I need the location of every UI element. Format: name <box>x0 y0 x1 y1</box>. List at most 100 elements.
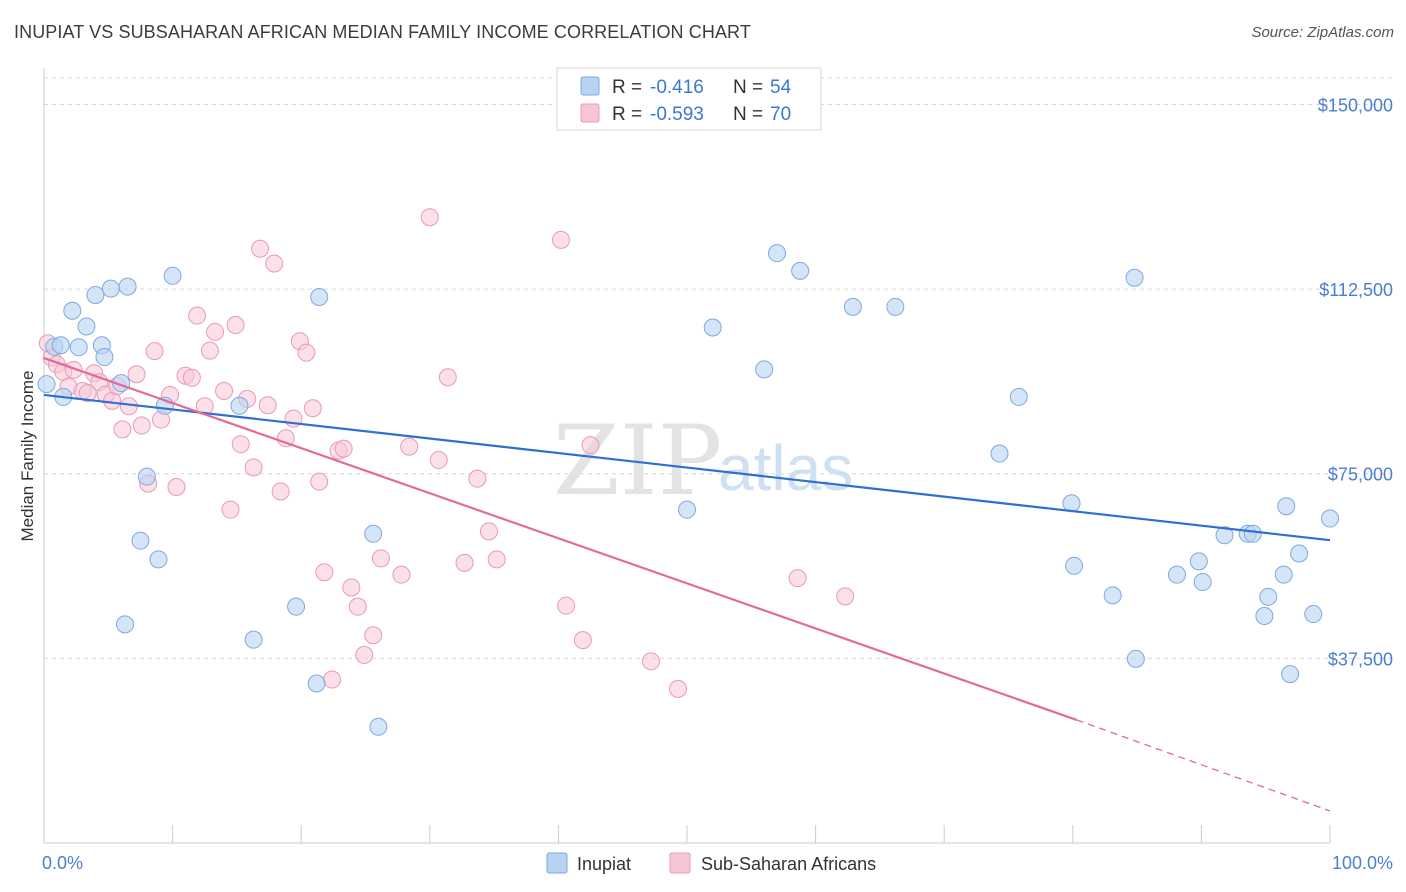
inupiat-point <box>1304 605 1323 624</box>
inupiat-point <box>244 630 263 649</box>
subsaharan-point <box>78 383 97 402</box>
inupiat-point <box>703 318 722 337</box>
y-tick-label: $150,000 <box>1318 95 1393 115</box>
x-tick-labels: 0.0% 100.0% <box>42 853 1393 873</box>
inupiat-point <box>230 396 249 415</box>
subsaharan-point <box>215 382 234 401</box>
inupiat-point <box>69 338 88 357</box>
subsaharan-point <box>315 563 334 582</box>
inupiat-point <box>63 301 82 320</box>
legend-subsaharan-r-label: R = <box>612 104 642 125</box>
x-tick-label-max: 100.0% <box>1332 853 1393 873</box>
subsaharan-trend-line <box>43 356 1078 721</box>
subsaharan-trend-extension <box>1076 719 1331 812</box>
legend-inupiat-n-label: N = <box>733 77 763 98</box>
inupiat-point <box>1321 509 1339 528</box>
subsaharan-point <box>429 450 448 469</box>
legend-frame <box>556 67 822 131</box>
inupiat-point <box>307 674 326 693</box>
inupiat-point <box>37 375 56 394</box>
inupiat-point <box>1290 544 1309 563</box>
inupiat-point <box>101 279 120 298</box>
subsaharan-point <box>355 645 374 664</box>
y-tick-label: $112,500 <box>1319 280 1393 300</box>
subsaharan-point <box>364 626 383 645</box>
inupiat-point <box>95 348 114 367</box>
inupiat-point <box>768 244 787 263</box>
inupiat-point <box>1259 587 1278 606</box>
subsaharan-point <box>182 368 201 387</box>
inupiat-point <box>1167 565 1186 584</box>
subsaharan-point <box>226 316 245 335</box>
inupiat-point <box>1103 586 1122 605</box>
inupiat-point <box>116 615 135 634</box>
grid <box>44 77 1392 659</box>
y-axis-label: Median Family Income <box>18 370 37 541</box>
inupiat-point <box>843 297 862 316</box>
subsaharan-point <box>231 435 250 454</box>
inupiat-point <box>1125 268 1144 287</box>
subsaharan-point <box>200 341 219 360</box>
inupiat-trend-line <box>43 393 1331 542</box>
inupiat-point <box>1126 649 1145 668</box>
inupiat-point <box>137 467 156 486</box>
subsaharan-point <box>188 306 207 325</box>
subsaharan-point <box>221 500 240 519</box>
legend-inupiat-r-value: -0.416 <box>650 77 704 98</box>
y-tick-label: $37,500 <box>1328 649 1393 669</box>
subsaharan-point <box>334 439 353 458</box>
subsaharan-point <box>836 587 855 606</box>
inupiat-point <box>678 500 696 519</box>
subsaharan-point <box>64 360 83 379</box>
inupiat-point <box>163 266 182 285</box>
legend-subsaharan-swatch <box>580 103 600 123</box>
subsaharan-point <box>573 631 592 650</box>
inupiat-point <box>149 550 168 569</box>
subsaharan-point <box>145 342 164 361</box>
subsaharan-point <box>420 208 439 227</box>
axes <box>43 68 1331 844</box>
inupiat-point <box>886 297 905 316</box>
inupiat-point <box>1193 573 1212 592</box>
inupiat-point <box>1243 524 1262 543</box>
subsaharan-point <box>487 550 506 569</box>
inupiat-point <box>1281 665 1300 684</box>
legend-subsaharan-n-value: 70 <box>770 104 791 125</box>
subsaharan-point <box>400 437 419 456</box>
subsaharan-point <box>303 399 322 418</box>
watermark-atlas: atlas <box>718 432 853 504</box>
inupiat-point <box>287 597 306 616</box>
subsaharan-point <box>581 436 600 455</box>
source-label: Source: ZipAtlas.com <box>1251 24 1394 41</box>
subsaharan-point <box>348 597 367 616</box>
subsaharan-point <box>788 569 807 588</box>
subsaharan-point <box>342 578 361 597</box>
legend-subsaharan-r-value: -0.593 <box>650 104 704 125</box>
trend-lines <box>43 356 1331 812</box>
inupiat-point <box>1277 497 1296 516</box>
y-tick-labels: $37,500 $75,000 $112,500 $150,000 <box>1318 95 1393 669</box>
legend-inupiat-swatch <box>580 76 600 96</box>
subsaharan-point <box>323 670 342 689</box>
subsaharan-point <box>438 368 457 387</box>
legend-inupiat-r-label: R = <box>612 77 642 98</box>
inupiat-point <box>51 336 70 355</box>
subsaharan-point <box>371 549 390 568</box>
subsaharan-point <box>113 420 132 439</box>
chart-title: INUPIAT VS SUBSAHARAN AFRICAN MEDIAN FAM… <box>14 22 751 42</box>
inupiat-point <box>118 277 137 296</box>
subsaharan-point <box>276 429 295 448</box>
inupiat-point <box>1189 552 1208 571</box>
subsaharan-point <box>265 254 284 273</box>
subsaharan-point <box>479 522 498 541</box>
inupiat-point <box>1009 387 1028 406</box>
subsaharan-point <box>468 469 487 488</box>
inupiat-point <box>1274 565 1293 584</box>
subsaharan-point <box>271 482 290 501</box>
subsaharan-point <box>551 230 570 249</box>
subsaharan-point <box>244 458 263 477</box>
inupiat-point <box>1062 494 1081 513</box>
watermark: ZIP atlas <box>553 405 853 517</box>
inupiat-point <box>755 360 774 379</box>
